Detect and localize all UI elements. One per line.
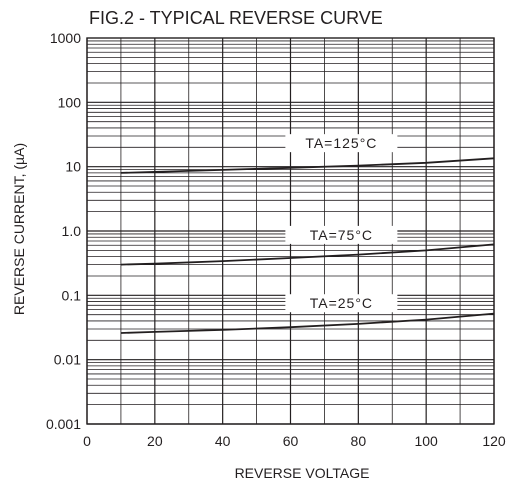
- series-label: TA=75°C: [310, 227, 373, 243]
- y-tick-label: 1000: [50, 30, 81, 46]
- chart-title: FIG.2 - TYPICAL REVERSE CURVE: [89, 8, 383, 28]
- series-line: [120, 243, 495, 266]
- series-lines: TA=125°C TA=75°C TA=25°C: [120, 134, 495, 334]
- x-axis-ticks: 0 20 40 60 80 100 120: [83, 433, 506, 449]
- series-label-backdrop: [285, 225, 398, 244]
- x-tick-label: 40: [215, 433, 231, 449]
- y-tick-label: 100: [58, 94, 82, 110]
- y-tick-label: 0.001: [46, 416, 81, 432]
- series-label: TA=25°C: [310, 295, 373, 311]
- y-axis-ticks: 0.001 0.01 0.1 1.0 10 100 1000: [46, 30, 81, 432]
- plot-frame: [86, 37, 495, 425]
- y-tick-label: 0.01: [54, 352, 81, 368]
- series-line: [120, 157, 495, 174]
- x-tick-label: 120: [482, 433, 506, 449]
- x-tick-label: 0: [83, 433, 91, 449]
- x-axis-label: REVERSE VOLTAGE: [235, 465, 370, 481]
- series-label-backdrop: [285, 134, 398, 153]
- x-tick-label: 100: [414, 433, 438, 449]
- y-tick-label: 10: [65, 159, 81, 175]
- series-label: TA=125°C: [305, 135, 377, 151]
- y-tick-label: 0.1: [62, 287, 82, 303]
- series-line: [120, 312, 495, 334]
- y-tick-label: 1.0: [62, 223, 82, 239]
- x-tick-label: 80: [351, 433, 367, 449]
- series-label-backdrop: [285, 294, 398, 313]
- x-tick-label: 20: [147, 433, 163, 449]
- y-axis-label: REVERSE CURRENT, (µA): [11, 143, 27, 315]
- x-tick-label: 60: [283, 433, 299, 449]
